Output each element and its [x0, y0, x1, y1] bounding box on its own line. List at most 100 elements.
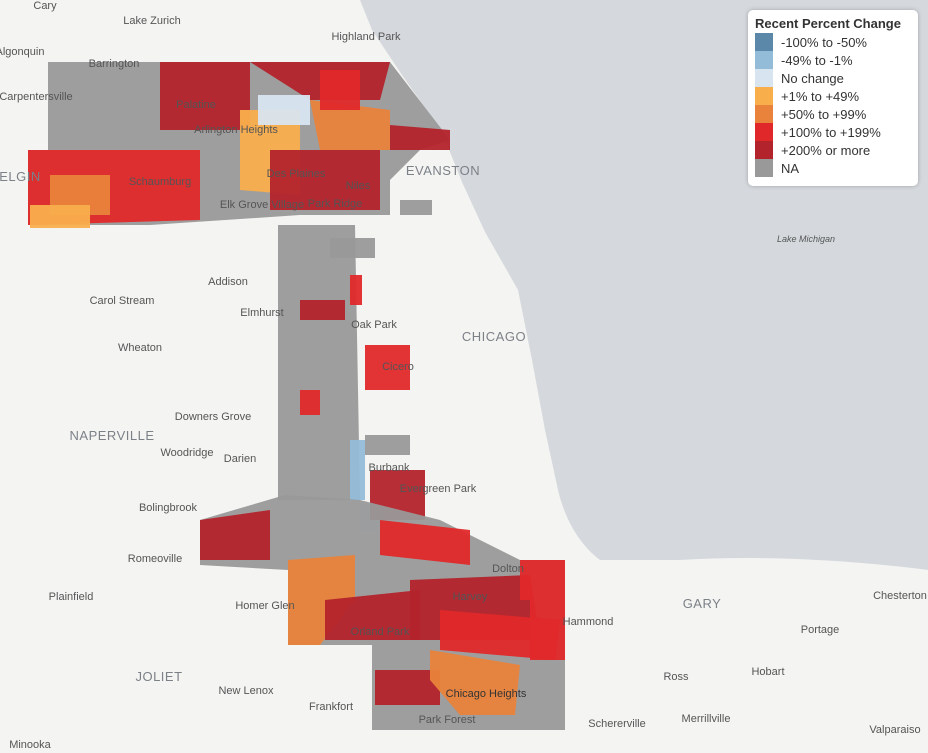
- region: [380, 520, 470, 565]
- place-label: Des Plaines: [267, 168, 326, 180]
- legend-label: NA: [781, 160, 800, 176]
- region: [365, 435, 410, 455]
- legend-label: No change: [781, 70, 844, 86]
- place-label: Downers Grove: [175, 411, 251, 423]
- legend-item: NA: [755, 159, 918, 177]
- legend-label: +50% to +99%: [781, 106, 867, 122]
- place-label: Portage: [801, 624, 840, 636]
- place-label: Carpentersville: [0, 91, 73, 103]
- region: [330, 238, 375, 258]
- place-label: New Lenox: [218, 685, 274, 697]
- legend-label: +200% or more: [781, 142, 871, 158]
- legend-swatch: [755, 159, 773, 177]
- legend-label: -49% to -1%: [781, 52, 853, 68]
- legend-item: +100% to +199%: [755, 123, 918, 141]
- place-label: Ross: [663, 671, 689, 683]
- region: [325, 590, 420, 640]
- place-label: Darien: [224, 453, 256, 465]
- region: [400, 200, 432, 215]
- place-label: Palatine: [176, 99, 216, 111]
- place-label: Schaumburg: [129, 176, 191, 188]
- place-label: Harvey: [453, 591, 488, 603]
- region: [300, 390, 320, 415]
- region: [288, 555, 355, 645]
- place-label: Chesterton: [873, 590, 927, 602]
- region: [375, 670, 440, 705]
- place-label: Arlington Heights: [194, 124, 278, 136]
- region: [350, 440, 365, 500]
- region: [520, 560, 565, 600]
- place-label: Park Ridge: [308, 198, 362, 210]
- region: [278, 225, 360, 500]
- legend-title: Recent Percent Change: [755, 16, 901, 31]
- place-label: Burbank: [369, 462, 410, 474]
- place-label: Algonquin: [0, 46, 44, 58]
- region: [310, 100, 390, 150]
- regions: [28, 62, 565, 730]
- place-label: Cary: [33, 0, 57, 12]
- place-label: GARY: [683, 596, 722, 611]
- region: [320, 70, 360, 110]
- place-label: Hobart: [751, 666, 784, 678]
- place-label: Merrillville: [682, 713, 731, 725]
- legend-item: +50% to +99%: [755, 105, 918, 123]
- place-label: Homer Glen: [235, 600, 294, 612]
- place-label: Valparaiso: [869, 724, 920, 736]
- legend-label: +1% to +49%: [781, 88, 860, 104]
- region: [430, 650, 520, 715]
- place-label: Schererville: [588, 718, 645, 730]
- place-label: Highland Park: [331, 31, 401, 43]
- place-label: Niles: [346, 180, 371, 192]
- region: [300, 300, 345, 320]
- region: [160, 62, 250, 130]
- place-label: ELGIN: [0, 169, 41, 184]
- legend-items: -100% to -50% -49% to -1% No change +1% to …: [748, 33, 918, 177]
- place-label: Plainfield: [49, 591, 94, 603]
- region: [30, 205, 90, 228]
- region: [390, 125, 450, 150]
- place-label: Oak Park: [351, 319, 397, 331]
- place-label: Elmhurst: [240, 307, 283, 319]
- place-label: Addison: [208, 276, 248, 288]
- region: [440, 610, 560, 660]
- place-label: Wheaton: [118, 342, 162, 354]
- legend-swatch: [755, 123, 773, 141]
- place-label: Hammond: [563, 616, 614, 628]
- place-label: Barrington: [89, 58, 140, 70]
- place-label: Orland Park: [351, 626, 410, 638]
- region: [365, 345, 410, 390]
- place-label: Romeoville: [128, 553, 182, 565]
- legend-swatch: [755, 33, 773, 51]
- legend-swatch: [755, 69, 773, 87]
- legend-item: -49% to -1%: [755, 51, 918, 69]
- place-label: JOLIET: [135, 669, 182, 684]
- place-label: Frankfort: [309, 701, 353, 713]
- place-label: Park Forest: [419, 714, 476, 726]
- place-label: CHICAGO: [462, 329, 526, 344]
- place-label: Elk Grove Village: [220, 199, 304, 211]
- legend-label: -100% to -50%: [781, 34, 867, 50]
- place-label: Dolton: [492, 563, 524, 575]
- region: [200, 510, 270, 560]
- place-label: Evergreen Park: [400, 483, 477, 495]
- region: [258, 95, 310, 125]
- place-label: NAPERVILLE: [70, 428, 155, 443]
- legend-item: -100% to -50%: [755, 33, 918, 51]
- place-label: Woodridge: [161, 447, 214, 459]
- place-label: Minooka: [9, 739, 51, 751]
- legend-swatch: [755, 141, 773, 159]
- legend-label: +100% to +199%: [781, 124, 881, 140]
- legend-item: No change: [755, 69, 918, 87]
- place-label: Carol Stream: [90, 295, 155, 307]
- legend-swatch: [755, 87, 773, 105]
- legend-swatch: [755, 105, 773, 123]
- region: [350, 275, 362, 305]
- place-label: Cicero: [382, 361, 414, 373]
- place-label: Lake Michigan: [777, 234, 835, 244]
- region: [270, 150, 380, 210]
- legend-swatch: [755, 51, 773, 69]
- legend: Recent Percent Change -100% to -50% -49% …: [748, 10, 918, 186]
